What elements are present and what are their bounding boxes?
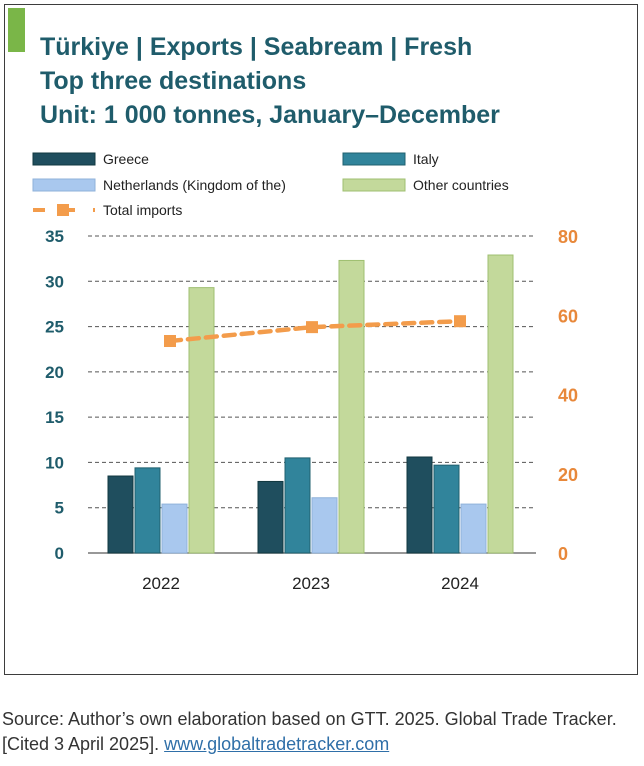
bar-other-countries [338, 259, 365, 554]
y-left-tick-label: 0 [55, 544, 64, 563]
y-right-tick-label: 0 [558, 544, 568, 564]
y-right-tick-label: 80 [558, 227, 578, 247]
legend-greece-label: Greece [103, 151, 149, 167]
y-left-tick-label: 10 [45, 453, 64, 472]
bar-netherlands [311, 497, 338, 554]
source-text: Source: Author’s own elaboration based o… [2, 709, 617, 754]
chart-frame [4, 4, 638, 675]
total-imports-marker [306, 321, 318, 334]
y-left-tick-label: 20 [45, 363, 64, 382]
legend-total-imports-label: Total imports [103, 202, 182, 218]
legend-greece-swatch [32, 152, 96, 166]
y-left-tick-label: 35 [45, 227, 64, 246]
legend-italy-label: Italy [413, 151, 439, 167]
bar-greece [406, 456, 433, 554]
bar-netherlands [460, 503, 487, 554]
bar-other-countries [487, 254, 514, 554]
source-note: Source: Author’s own elaboration based o… [2, 707, 622, 757]
x-tick-label: 2022 [142, 574, 180, 593]
total-imports-marker [164, 335, 176, 348]
y-left-tick-label: 5 [55, 499, 64, 518]
accent-bar [8, 8, 25, 52]
chart-unit: Unit: 1 000 tonnes, January–December [40, 101, 500, 129]
bar-netherlands [161, 503, 188, 554]
legend-other-countries-label: Other countries [413, 177, 509, 193]
legend-total-imports-marker [57, 204, 69, 216]
y-left-tick-label: 30 [45, 272, 64, 291]
total-imports-marker [454, 315, 466, 328]
bar-italy [433, 464, 460, 554]
x-tick-label: 2024 [441, 574, 479, 593]
x-tick-label: 2023 [292, 574, 330, 593]
bar-italy [134, 467, 161, 554]
legend-netherlands-swatch [32, 178, 96, 192]
source-link[interactable]: www.globaltradetracker.com [164, 734, 390, 754]
y-right-tick-label: 20 [558, 465, 578, 485]
y-left-tick-label: 25 [45, 318, 64, 337]
y-right-tick-label: 40 [558, 386, 578, 406]
bar-greece [107, 475, 134, 554]
y-right-tick-label: 60 [558, 306, 578, 326]
chart-subtitle: Top three destinations [40, 67, 307, 95]
legend-other-countries-swatch [342, 178, 406, 192]
bar-other-countries [188, 287, 215, 554]
y-left-tick-label: 15 [45, 408, 64, 427]
bar-greece [257, 480, 284, 554]
legend-italy-swatch [342, 152, 406, 166]
legend-netherlands-label: Netherlands (Kingdom of the) [103, 177, 286, 193]
chart-canvas: 0 5 10 15 20 25 30 35 0 20 40 60 80 2022 2023 2024 Greec… [32, 151, 578, 593]
chart-title: Türkiye | Exports | Seabream | Fresh [40, 33, 473, 61]
bar-italy [284, 457, 311, 554]
